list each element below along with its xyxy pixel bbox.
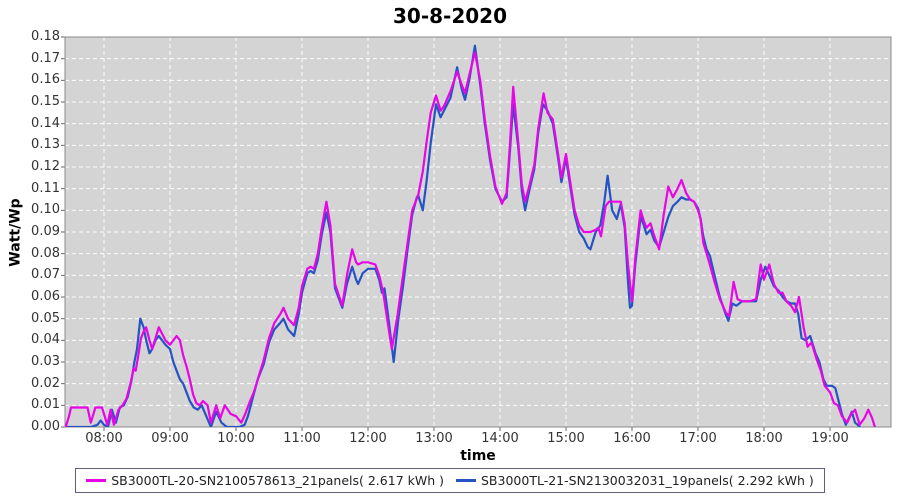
legend-item: SB3000TL-21-SN2130032031_19panels( 2.292… bbox=[456, 473, 814, 488]
x-tick-label: 11:00 bbox=[283, 431, 321, 446]
x-tick-label: 10:00 bbox=[217, 431, 255, 446]
legend-box: SB3000TL-20-SN2100578613_21panels( 2.617… bbox=[75, 468, 825, 493]
y-tick-label: 0.06 bbox=[31, 289, 60, 304]
y-tick-label: 0.18 bbox=[31, 29, 60, 44]
x-axis-title: time bbox=[460, 448, 496, 464]
x-tick-label: 18:00 bbox=[745, 431, 783, 446]
y-tick-label: 0.00 bbox=[31, 419, 60, 434]
y-tick-label: 0.05 bbox=[31, 310, 60, 326]
legend-swatch-series1 bbox=[86, 479, 107, 482]
x-tick-label: 16:00 bbox=[613, 431, 651, 446]
y-tick-label: 0.09 bbox=[31, 224, 60, 239]
x-tick-label: 13:00 bbox=[415, 431, 453, 446]
legend-label-series2: SB3000TL-21-SN2130032031_19panels( 2.292… bbox=[481, 473, 814, 488]
legend-item: SB3000TL-20-SN2100578613_21panels( 2.617… bbox=[86, 473, 444, 488]
y-tick-label: 0.17 bbox=[31, 50, 60, 66]
x-tick-label: 19:00 bbox=[811, 431, 849, 446]
x-tick-label: 08:00 bbox=[85, 431, 123, 446]
x-tick-label: 14:00 bbox=[481, 431, 519, 446]
x-tick-label: 15:00 bbox=[547, 431, 585, 446]
y-tick-label: 0.07 bbox=[31, 267, 60, 283]
legend-label-series1: SB3000TL-20-SN2100578613_21panels( 2.617… bbox=[111, 473, 444, 488]
y-tick-label: 0.15 bbox=[31, 94, 60, 109]
legend: SB3000TL-20-SN2100578613_21panels( 2.617… bbox=[0, 468, 900, 493]
y-tick-label: 0.13 bbox=[31, 137, 60, 153]
y-tick-label: 0.03 bbox=[31, 354, 60, 369]
x-tick-label: 17:00 bbox=[679, 431, 717, 446]
chart-title: 30-8-2020 bbox=[392, 4, 507, 28]
y-tick-label: 0.14 bbox=[31, 115, 60, 131]
plot-border bbox=[64, 36, 892, 428]
y-tick-label: 0.12 bbox=[31, 159, 60, 174]
y-tick-label: 0.10 bbox=[31, 202, 60, 218]
y-tick-label: 0.02 bbox=[31, 375, 60, 391]
legend-swatch-series2 bbox=[456, 479, 476, 482]
x-tick-label: 12:00 bbox=[349, 431, 387, 446]
y-tick-label: 0.11 bbox=[31, 180, 60, 196]
y-tick-label: 0.08 bbox=[31, 245, 60, 261]
x-tick-label: 09:00 bbox=[151, 431, 189, 446]
y-tick-label: 0.16 bbox=[31, 72, 60, 88]
series-line-sb3000tl-20 bbox=[65, 51, 877, 427]
y-tick-label: 0.04 bbox=[31, 332, 60, 348]
y-tick-label: 0.01 bbox=[31, 397, 60, 413]
